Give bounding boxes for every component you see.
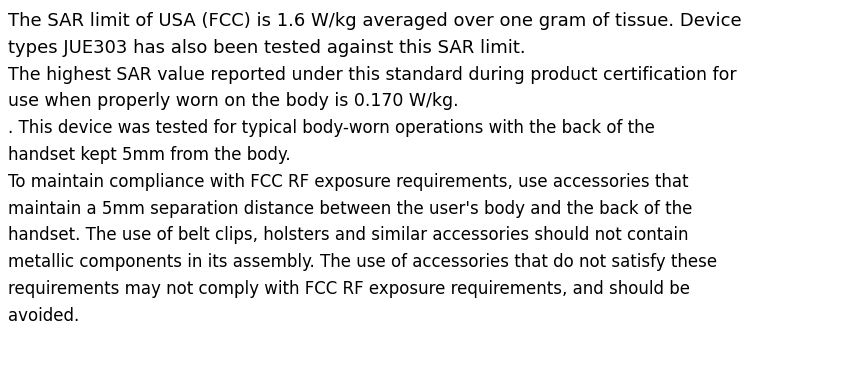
Text: avoided.: avoided.: [8, 307, 80, 325]
Text: handset. The use of belt clips, holsters and similar accessories should not cont: handset. The use of belt clips, holsters…: [8, 227, 689, 244]
Text: types JUE303 has also been tested against this SAR limit.: types JUE303 has also been tested agains…: [8, 39, 526, 57]
Text: maintain a 5mm separation distance between the user's body and the back of the: maintain a 5mm separation distance betwe…: [8, 200, 692, 218]
Text: handset kept 5mm from the body.: handset kept 5mm from the body.: [8, 146, 291, 164]
Text: The SAR limit of USA (FCC) is 1.6 W/kg averaged over one gram of tissue. Device: The SAR limit of USA (FCC) is 1.6 W/kg a…: [8, 12, 741, 30]
Text: requirements may not comply with FCC RF exposure requirements, and should be: requirements may not comply with FCC RF …: [8, 280, 690, 298]
Text: metallic components in its assembly. The use of accessories that do not satisfy : metallic components in its assembly. The…: [8, 253, 717, 271]
Text: To maintain compliance with FCC RF exposure requirements, use accessories that: To maintain compliance with FCC RF expos…: [8, 173, 689, 191]
Text: The highest SAR value reported under this standard during product certification : The highest SAR value reported under thi…: [8, 65, 737, 84]
Text: . This device was tested for typical body-worn operations with the back of the: . This device was tested for typical bod…: [8, 119, 655, 137]
Text: use when properly worn on the body is 0.170 W/kg.: use when properly worn on the body is 0.…: [8, 92, 458, 110]
